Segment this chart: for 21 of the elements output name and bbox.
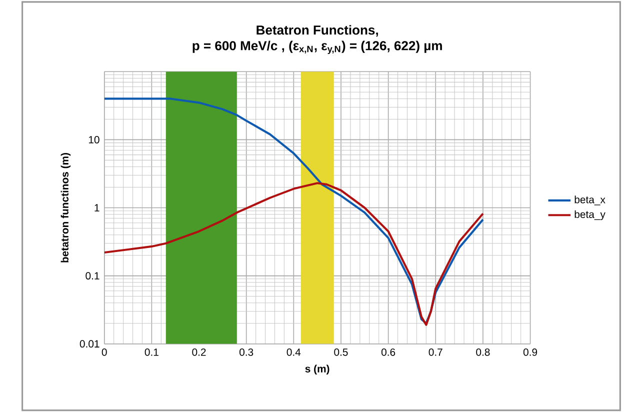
chart-subtitle: p = 600 MeV/c , (ε$_{x,N}$, ε$_{y,N}$) = (126, 622) µm xyxy=(192,40,442,54)
y-tick-label: 1 xyxy=(94,204,100,212)
x-axis-title: s (m) xyxy=(305,364,330,374)
y-tick-label: 0.1 xyxy=(86,272,100,280)
x-tick-label: 0.7 xyxy=(428,348,442,356)
legend-label: beta_x xyxy=(574,196,606,206)
y-tick-label: 10 xyxy=(88,136,100,144)
x-tick-label: 0.4 xyxy=(286,348,301,356)
y-tick-label: 0.01 xyxy=(80,340,100,348)
y-axis-title: betatron functinos (m) xyxy=(60,152,71,262)
x-tick-label: 0 xyxy=(102,348,107,356)
x-tick-label: 0.9 xyxy=(523,348,538,356)
x-tick-label: 0.3 xyxy=(240,348,254,356)
chart-title: Betatron Functions, xyxy=(256,24,378,36)
x-tick-label: 0.6 xyxy=(381,348,396,356)
legend-label: beta_y xyxy=(574,210,606,220)
x-tick-label: 0.8 xyxy=(476,348,490,356)
x-tick-label: 0.1 xyxy=(144,348,158,356)
x-tick-label: 0.2 xyxy=(192,348,206,356)
line-series xyxy=(104,182,484,326)
x-tick-label: 0.5 xyxy=(334,348,348,356)
